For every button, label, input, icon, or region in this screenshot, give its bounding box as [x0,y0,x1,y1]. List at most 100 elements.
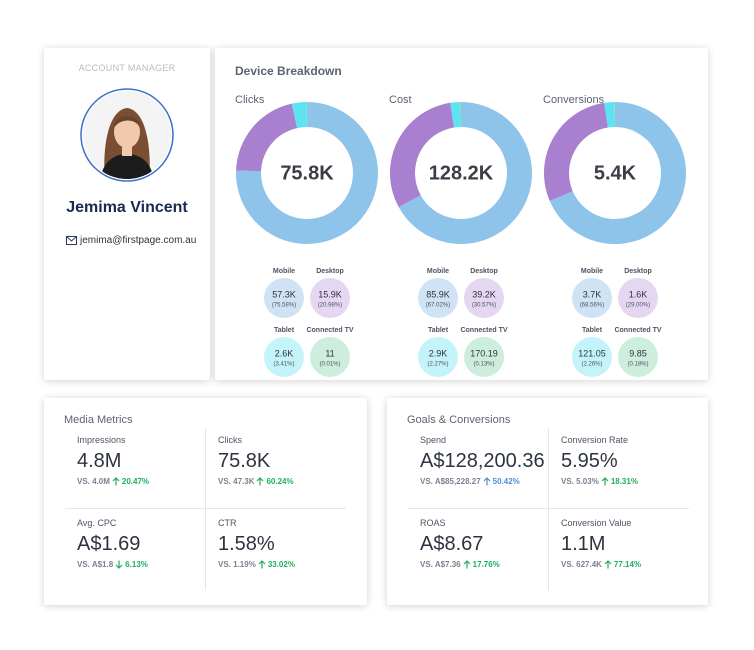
change-text: 60.24% [266,477,294,486]
device-value: 57.3K [272,289,296,299]
device-bubble [618,337,658,377]
device-label: Mobile [581,268,603,275]
metrics-card: Goals & Conversions Spend A$128,200.36 VS. … [387,398,708,605]
device-share: (2.27%) [427,362,448,368]
metric-label: CTR [218,518,237,528]
chart-title: Cost [389,94,412,106]
donut-segment [236,102,378,244]
device-share: (68.56%) [580,303,604,309]
comparison-text: VS. A$7.36 [420,560,461,569]
arrow-shape [257,477,264,486]
device-label: Connected TV [306,327,353,334]
metric-label: Conversion Rate [561,435,629,445]
manager-email[interactable]: jemima@firstpage.com.au [80,235,197,246]
device-share: (20.98%) [318,303,342,309]
panel-title: Media Metrics [64,414,133,426]
metric-value: A$128,200.36 [420,450,545,472]
donut-segment [460,102,461,128]
device-bubble [264,278,304,318]
device-value: 15.9K [318,289,342,299]
donut-segment [549,102,686,244]
arrow-shape [258,560,266,569]
metric-comparison: VS. 47.3K 60.24% [218,477,294,486]
metric-value: 4.8M [77,450,122,472]
device-share: (2.26%) [581,362,602,368]
metric-comparison: VS. 5.03% 18.31% [561,477,638,486]
donut-segment [614,102,615,128]
comparison-text: VS. 4.0M [77,477,110,486]
trend-arrow [463,560,471,569]
arrow-shape [601,477,609,486]
device-bubble [310,278,350,318]
trend-arrow [483,477,491,486]
trend-arrow [112,477,120,486]
device-bubble [464,337,504,377]
email-row: jemima@firstpage.com.au [66,235,196,246]
donut-segment [390,102,455,208]
chart-total: 5.4K [594,162,637,184]
device-share: (29.00%) [626,303,650,309]
divider [408,508,689,509]
change-text: 77.14% [613,560,642,569]
device-share: (67.02%) [426,303,450,309]
trend-arrow [601,477,609,486]
device-value: 39.2K [472,289,496,299]
device-value: 3.7K [583,289,602,299]
trend-arrow [257,477,264,486]
device-bubble [264,337,304,377]
donut-segment [291,102,307,129]
divider [548,428,549,590]
metric-label: Avg. CPC [77,518,117,528]
metric-value: 75.8K [218,450,271,472]
donut-segment [398,102,532,244]
metric-comparison: VS. 1.19% 33.02% [218,560,295,569]
arrow-shape [463,560,471,569]
device-value: 1.6K [629,289,648,299]
change-text: 50.42% [492,477,520,486]
mail-icon [66,236,77,245]
trend-arrow [115,560,123,569]
device-label: Connected TV [614,327,661,334]
comparison-text: VS. 5.03% [561,477,599,486]
device-label: Tablet [582,327,603,334]
change-text: 20.47% [121,477,150,486]
divider [65,508,346,509]
manager-name: Jemima Vincent [66,199,188,216]
metric-comparison: VS. A$7.36 17.76% [420,560,500,569]
device-value: 85.9K [426,289,450,299]
chart-title: Conversions [543,94,605,106]
trend-arrow [258,560,266,569]
arrow-shape [112,477,120,486]
device-value: 11 [325,348,334,358]
metric-label: Conversion Value [561,518,632,528]
chart-title: Clicks [235,94,265,106]
device-label: Tablet [428,327,449,334]
metric-value: 5.95% [561,450,618,472]
device-bubble [572,278,612,318]
metric-comparison: VS. A$85,228.27 50.42% [420,477,520,486]
change-text: 33.02% [267,560,295,569]
metric-label: Impressions [77,435,126,445]
comparison-text: VS. A$85,228.27 [420,477,481,486]
device-value: 2.6K [275,348,294,358]
comparison-text: VS. 627.4K [561,560,602,569]
comparison-text: VS. 1.19% [218,560,256,569]
device-breakdown: Device Breakdown Clicks Mobile 57.3K (75.58… [235,64,686,377]
device-label: Desktop [624,268,652,275]
device-label: Desktop [316,268,344,275]
device-bubble [618,278,658,318]
chart-total: 75.8K [280,162,334,184]
device-value: 170.19 [470,348,498,358]
arrow-shape [483,477,491,486]
device-card: Device Breakdown Clicks Mobile 57.3K (75.58… [215,48,708,380]
arrow-shape [115,560,123,569]
device-bubble [310,337,350,377]
device-value: 9.85 [629,348,647,358]
change-text: 17.76% [472,560,500,569]
device-share: (0.13%) [473,362,494,368]
device-bubble [464,278,504,318]
chart-total: 128.2K [429,162,494,184]
device-share: (0.18%) [627,362,648,368]
metrics-card: Media Metrics Impressions 4.8M VS. 4.0M 20.4… [44,398,367,605]
change-text: 6.13% [125,560,148,569]
